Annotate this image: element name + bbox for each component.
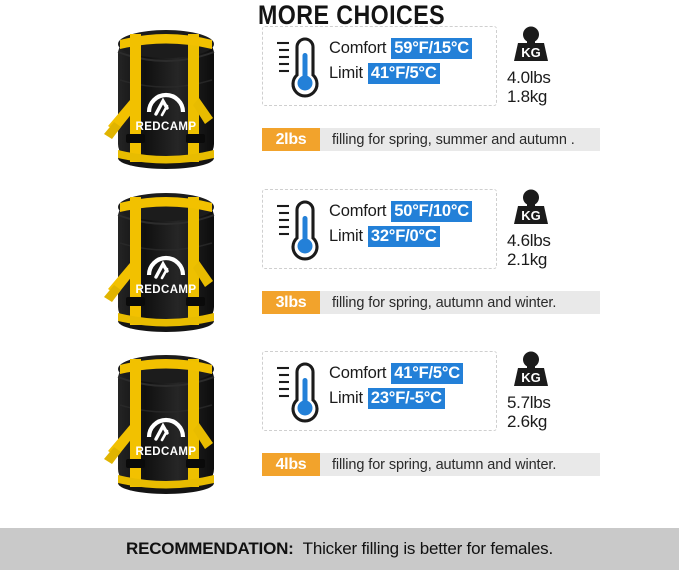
option-row: REDCAMP Comfort [0, 183, 679, 346]
weight-block: KG 5.7lbs 2.6kg [507, 351, 583, 431]
temperature-card: Comfort 50°F/10°C Limit 32°F/0°C [262, 189, 497, 269]
svg-text:REDCAMP: REDCAMP [136, 121, 197, 133]
product-image-3: REDCAMP [90, 347, 242, 499]
compression-sack-icon: REDCAMP [90, 347, 242, 499]
weight-lbs: 4.6lbs [507, 231, 551, 250]
limit-value: 32°F/0°C [367, 226, 440, 247]
svg-text:KG: KG [521, 208, 541, 223]
filling-badge: 3lbs [262, 291, 320, 314]
weight-block: KG 4.6lbs 2.1kg [507, 189, 583, 269]
kg-weight-icon: KG [510, 26, 552, 66]
recommendation-text: Thicker filling is better for females. [302, 539, 554, 558]
thermometer-icon [271, 33, 327, 99]
weight-kg: 1.8kg [507, 87, 548, 106]
comfort-line: Comfort 59°F/15°C [329, 36, 491, 61]
weight-lbs: 5.7lbs [507, 393, 551, 412]
limit-line: Limit 41°F/5°C [329, 61, 491, 86]
product-image-2: REDCAMP [90, 185, 242, 337]
comfort-line: Comfort 41°F/5°C [329, 361, 491, 386]
filling-badge: 4lbs [262, 453, 320, 476]
thermometer-icon [271, 196, 327, 262]
limit-line: Limit 32°F/0°C [329, 224, 491, 249]
limit-label: Limit [329, 64, 363, 82]
svg-text:REDCAMP: REDCAMP [136, 446, 197, 458]
limit-value: 41°F/5°C [367, 63, 440, 84]
option-row: REDCAMP Comfort [0, 345, 679, 508]
compression-sack-icon: REDCAMP [90, 185, 242, 337]
limit-line: Limit 23°F/-5°C [329, 386, 491, 411]
weight-lbs: 4.0lbs [507, 68, 551, 87]
filling-strip: 4lbs filling for spring, autumn and wint… [262, 453, 600, 476]
weight-block: KG 4.0lbs 1.8kg [507, 26, 583, 106]
weight-kg: 2.6kg [507, 412, 548, 431]
page-title: MORE CHOICES [258, 0, 446, 30]
temperature-values: Comfort 59°F/15°C Limit 41°F/5°C [329, 36, 491, 86]
kg-weight-icon: KG [510, 189, 552, 229]
svg-text:KG: KG [521, 45, 541, 60]
temperature-values: Comfort 41°F/5°C Limit 23°F/-5°C [329, 361, 491, 411]
comfort-label: Comfort [329, 39, 387, 57]
comfort-value: 50°F/10°C [391, 201, 472, 222]
comfort-label: Comfort [329, 364, 387, 382]
kg-weight-icon: KG [510, 351, 552, 391]
product-image-1: REDCAMP [90, 22, 242, 174]
limit-label: Limit [329, 389, 363, 407]
comfort-line: Comfort 50°F/10°C [329, 199, 491, 224]
filling-description: filling for spring, autumn and winter. [332, 294, 557, 311]
filling-description: filling for spring, autumn and winter. [332, 456, 557, 473]
recommendation-bar: RECOMMENDATION: Thicker filling is bette… [0, 528, 679, 570]
svg-text:REDCAMP: REDCAMP [136, 284, 197, 296]
option-row: REDCAMP Comfort [0, 20, 679, 183]
filling-strip: 3lbs filling for spring, autumn and wint… [262, 291, 600, 314]
svg-text:KG: KG [521, 370, 541, 385]
thermometer-icon [271, 358, 327, 424]
limit-label: Limit [329, 227, 363, 245]
comfort-label: Comfort [329, 202, 387, 220]
compression-sack-icon: REDCAMP [90, 22, 242, 174]
recommendation-label: RECOMMENDATION: [126, 539, 294, 558]
temperature-values: Comfort 50°F/10°C Limit 32°F/0°C [329, 199, 491, 249]
filling-description: filling for spring, summer and autumn . [332, 131, 575, 148]
weight-kg: 2.1kg [507, 250, 548, 269]
comfort-value: 41°F/5°C [391, 363, 463, 384]
filling-strip: 2lbs filling for spring, summer and autu… [262, 128, 600, 151]
temperature-card: Comfort 59°F/15°C Limit 41°F/5°C [262, 26, 497, 106]
comfort-value: 59°F/15°C [391, 38, 472, 59]
temperature-card: Comfort 41°F/5°C Limit 23°F/-5°C [262, 351, 497, 431]
filling-badge: 2lbs [262, 128, 320, 151]
limit-value: 23°F/-5°C [367, 388, 445, 409]
